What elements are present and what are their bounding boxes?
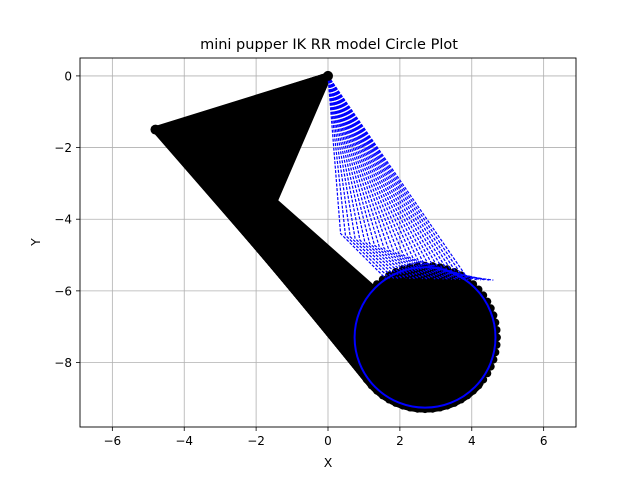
leg-segment-blue [327,75,403,280]
x-tick-label: −4 [175,434,193,448]
foot-marker-black [428,404,437,413]
leg-segment-blue [327,75,391,279]
leg-segment-blue [327,75,453,280]
x-tick-label: −2 [247,434,265,448]
y-tick-label: −6 [54,284,72,298]
leg-segment-blue [327,75,436,280]
x-tick-label: 0 [324,434,332,448]
foot-marker-black [492,325,501,334]
leg-segment-blue [327,75,399,279]
y-tick-label: −8 [54,356,72,370]
foot-circle-fill [353,265,497,410]
foot-marker-black [349,340,358,349]
foot-marker-black [372,280,381,289]
foot-marker-black [474,285,483,294]
leg-segment-blue [327,75,469,281]
foot-circle-path [353,266,497,409]
foot-marker-black [349,325,358,334]
leg-segment-blue [327,75,440,280]
leg-segment-blue [327,75,395,279]
x-tick-label: 6 [540,434,548,448]
knee-joint-marker [150,124,161,135]
x-tick-label: 2 [396,434,404,448]
foot-marker-black [474,381,483,390]
foot-marker-black [469,280,478,289]
y-axis-label: Y [28,238,43,247]
x-tick-label: −6 [103,434,121,448]
leg-segment-blue [327,75,494,281]
plot-marks [150,70,501,414]
foot-marker-black [349,333,358,342]
foot-marker-black [367,381,376,390]
y-tick-label: −2 [54,141,72,155]
foot-marker-black [492,333,501,342]
leg-segment-blue [327,75,465,281]
leg-segment-blue [327,75,420,280]
foot-marker-black [492,340,501,349]
y-tick-label: 0 [64,69,72,83]
foot-marker-black [421,405,430,414]
leg-segment-blue [327,75,473,281]
foot-marker-black [469,386,478,395]
foot-marker-black [413,404,422,413]
foot-marker-black [367,285,376,294]
y-tick-label: −4 [54,213,72,227]
chart-title: mini pupper IK RR model Circle Plot [200,37,458,53]
leg-segment-blue [327,75,407,280]
leg-segment-blue [327,75,432,280]
leg-segment-blue [327,75,461,281]
leg-segment-blue [327,75,411,280]
leg-segment-blue [327,75,457,281]
hip-joint-marker [323,70,333,81]
x-tick-label: 4 [468,434,476,448]
leg-segment-blue [327,75,386,279]
x-axis-label: X [324,455,333,470]
y-axis-ticks: 0 −2 −4 −6 −8 [54,69,80,370]
x-axis-ticks: −6 −4 −2 0 2 4 6 [103,427,547,448]
leg-segment-blue [327,75,428,280]
foot-marker-black [372,386,381,395]
leg-segment-blue [327,75,444,280]
